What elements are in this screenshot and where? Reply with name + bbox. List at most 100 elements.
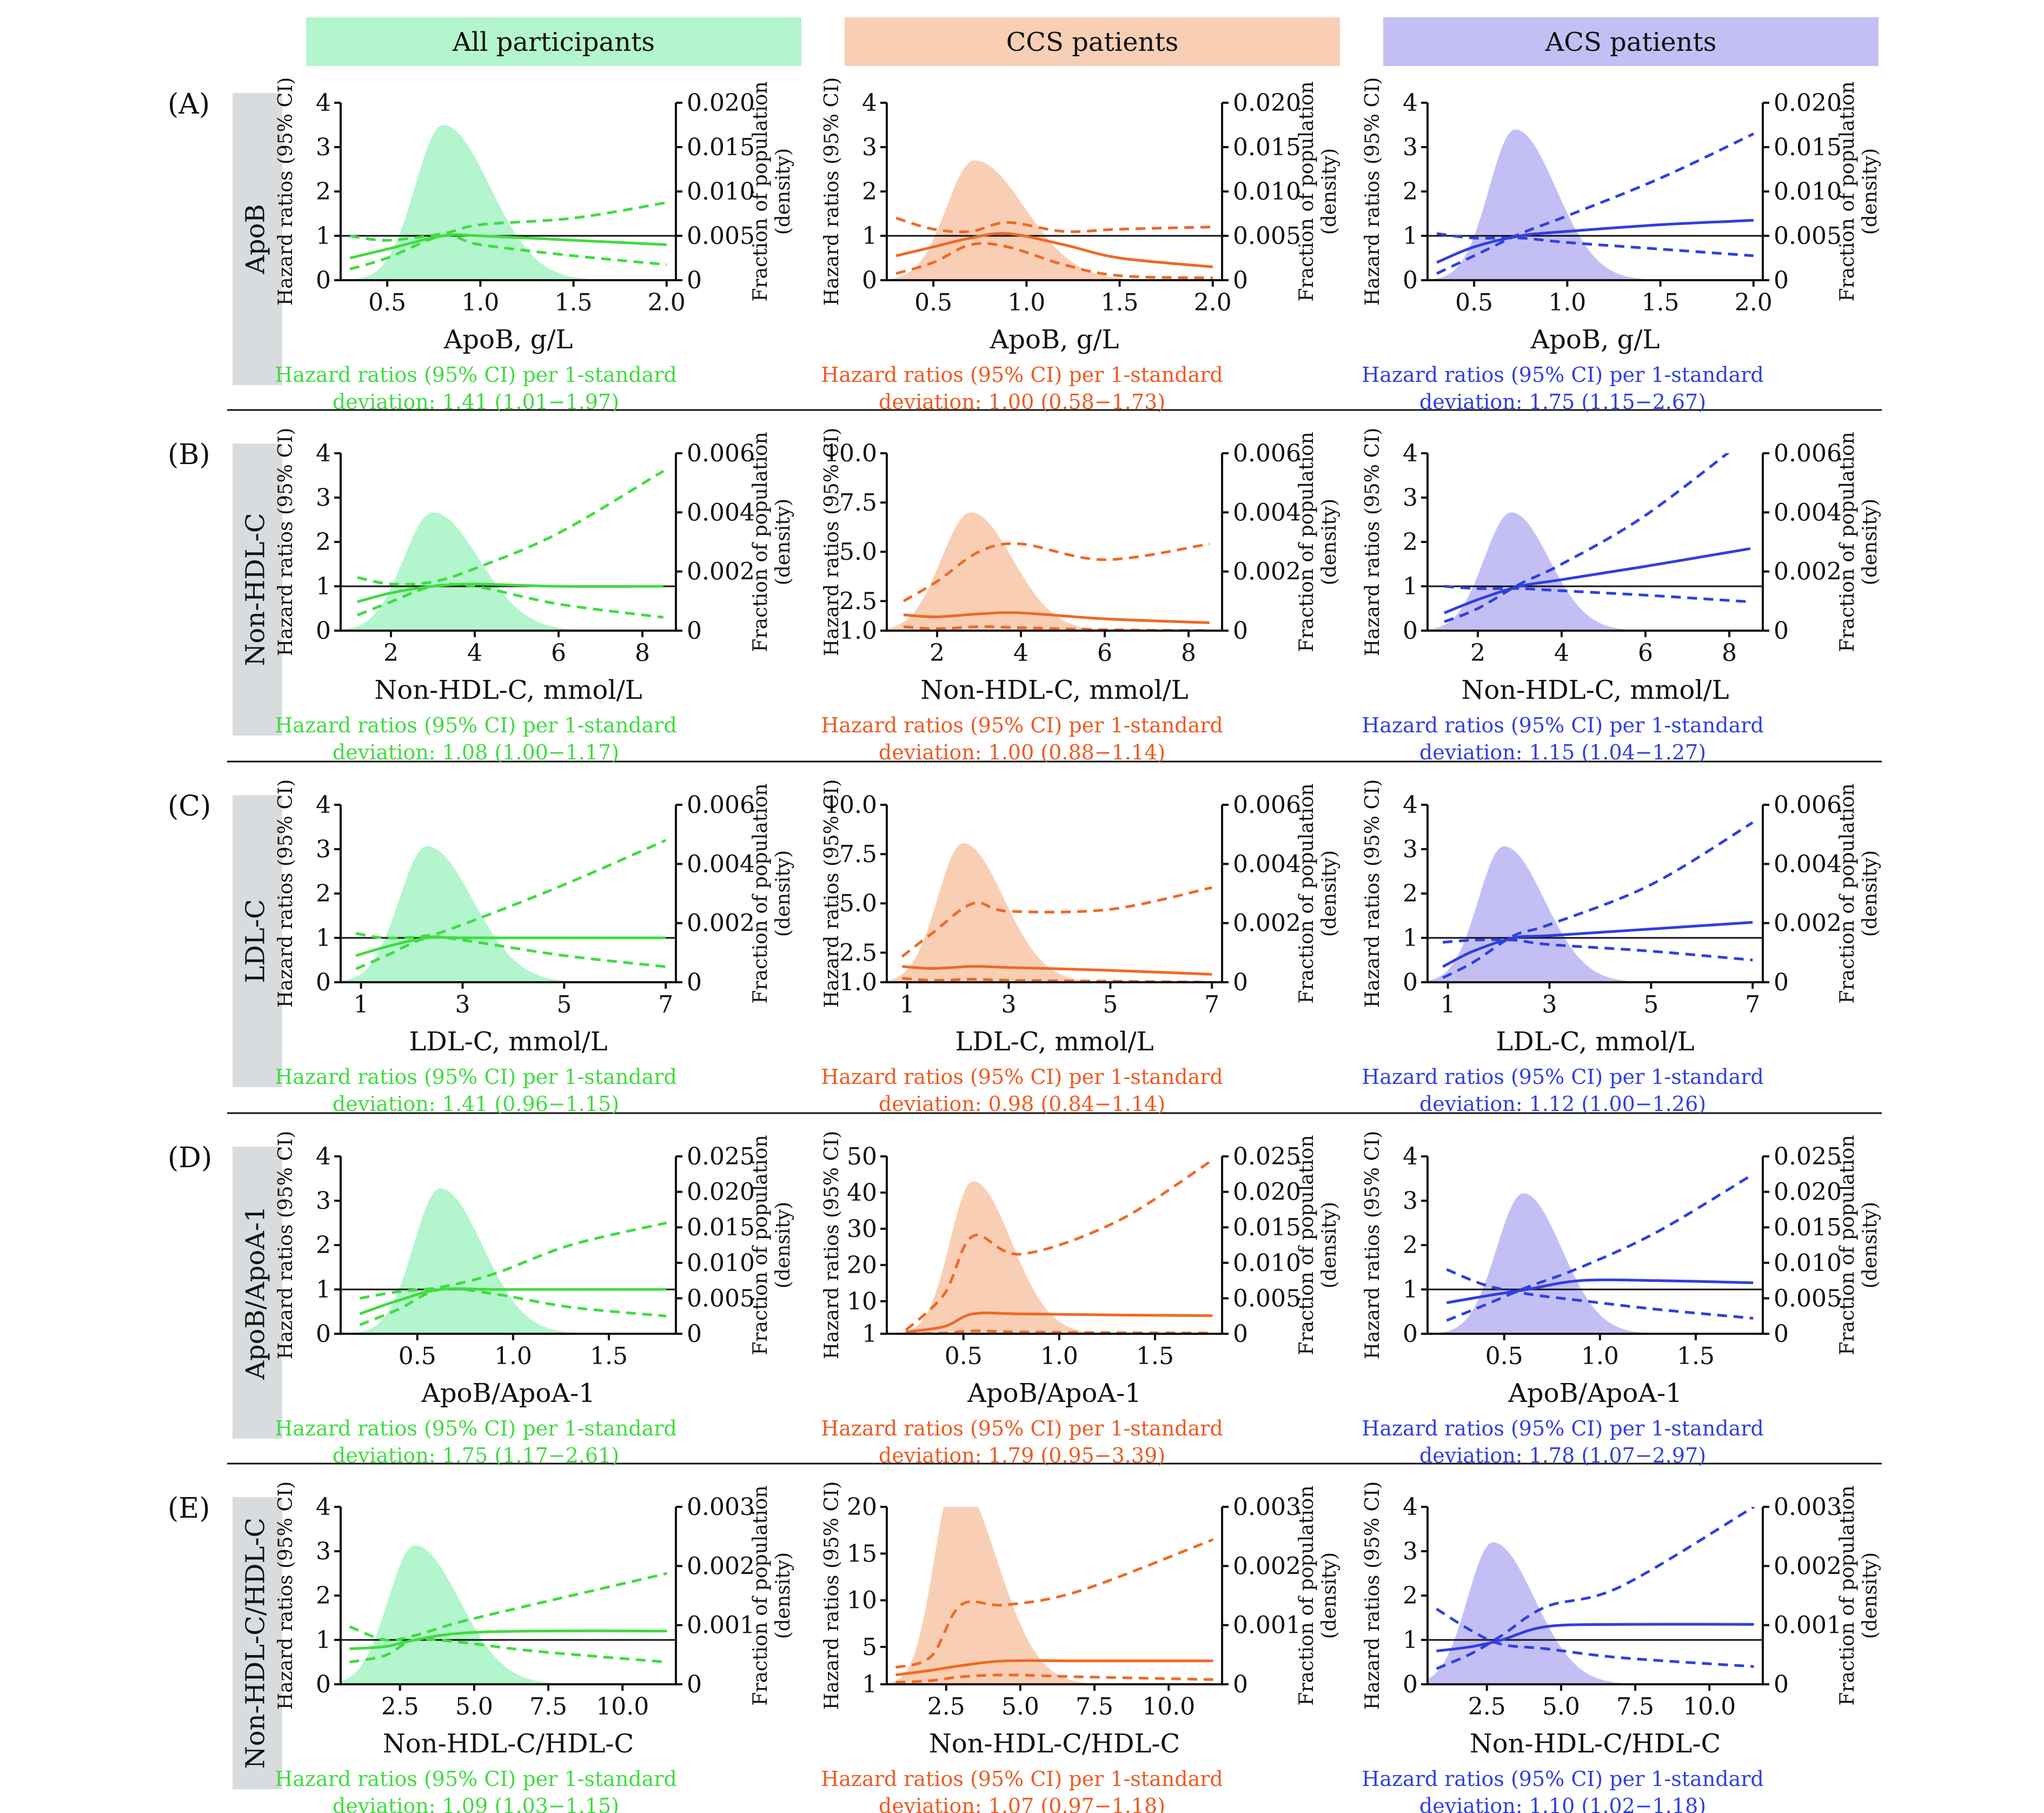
caption-line: Hazard ratios (95% CI) per 1-standard [1362, 363, 1764, 387]
y-tick-label: 1 [1403, 1276, 1418, 1303]
right-axis-label: Fraction of population [1836, 783, 1859, 1003]
y2-tick-label: 0.002 [687, 558, 755, 586]
right-axis-label-2: (density) [1318, 850, 1340, 937]
hr-line [906, 1311, 1213, 1334]
y-tick-label: 20 [847, 1493, 877, 1521]
x-tick-label: 1.5 [1677, 1342, 1715, 1370]
y-tick-label: 0 [316, 1320, 331, 1348]
y2-tick-label: 0.020 [1774, 89, 1842, 117]
column-header-1: CCS patients [845, 17, 1340, 66]
right-axis-label: Fraction of population [749, 783, 772, 1003]
y-tick-label: 2 [1403, 1582, 1418, 1610]
y2-tick-label: 0.025 [687, 1143, 755, 1170]
chart-E-2: 0 1 2 3 4 0 0.001 0.002 0.003 2.5 5.0 7.5 10.0 Non-HD… [1362, 1481, 1881, 1813]
x-tick-label: 2.0 [648, 289, 686, 316]
chart-B-1: 1.02.5 5.0 7.5 10.0 0 0.002 0.004 0.006 2 4 6 8 Non-… [821, 428, 1340, 764]
hr-line [1436, 219, 1754, 264]
density-area [1428, 1193, 1763, 1334]
y2-tick-label: 0.003 [687, 1493, 755, 1521]
x-tick-label: 2.0 [1735, 289, 1773, 316]
y2-tick-label: 0 [1233, 1320, 1248, 1348]
y2-tick-label: 0.015 [1233, 134, 1301, 161]
hr-line [355, 936, 666, 957]
x-tick-label: 1.0 [1007, 289, 1045, 316]
y-tick-label: 20 [847, 1252, 877, 1279]
y-tick-label: 2 [316, 880, 331, 908]
caption-line: Hazard ratios (95% CI) per 1-standard [275, 713, 677, 737]
x-tick-label: 0.5 [914, 289, 952, 316]
y-tick-label: 7.5 [839, 841, 877, 868]
y-tick-label: 0 [1403, 969, 1418, 996]
row-tag: (D) [168, 1142, 212, 1174]
x-tick-label: 1 [900, 991, 915, 1018]
caption-value: deviation: 0.98 (0.84−1.14) [879, 1092, 1165, 1116]
right-axis-label-2: (density) [1859, 850, 1881, 937]
caption-line: Hazard ratios (95% CI) per 1-standard [821, 1767, 1223, 1791]
y2-tick-label: 0.006 [1774, 791, 1842, 819]
upper-ci-line [357, 469, 665, 586]
x-tick-label: 10.0 [596, 1693, 649, 1721]
caption-value: deviation: 1.12 (1.00−1.26) [1419, 1092, 1706, 1116]
x-tick-label: 7.5 [1076, 1693, 1113, 1721]
y-tick-label: 4 [1403, 89, 1418, 117]
right-axis-label: Fraction of population [1836, 81, 1859, 301]
y-tick-label: 1 [316, 573, 331, 600]
density-area [887, 160, 1222, 280]
x-tick-label: 7 [658, 991, 673, 1018]
caption-value: deviation: 1.09 (1.03−1.15) [333, 1794, 619, 1813]
x-axis-label: ApoB/ApoA-1 [967, 1378, 1141, 1408]
density-area [1428, 1542, 1763, 1684]
density-area [341, 1545, 676, 1684]
y-tick-label: 4 [316, 1493, 331, 1521]
y2-tick-label: 0 [687, 1671, 702, 1698]
lower-ci-line [359, 1287, 667, 1326]
row-tag: (A) [168, 88, 210, 121]
row-title-box [233, 93, 282, 385]
column-header-bg [306, 17, 801, 66]
x-tick-label: 4 [1554, 639, 1569, 667]
lower-ci-line [895, 1673, 1213, 1684]
y2-tick-label: 0.010 [687, 178, 755, 206]
right-axis-label: Fraction of population [1836, 432, 1859, 652]
upper-ci-line [359, 1221, 667, 1300]
caption-value: deviation: 1.08 (1.00−1.17) [333, 740, 619, 764]
right-axis-label: Fraction of population [749, 1135, 772, 1355]
right-axis-label: Fraction of population [1836, 1135, 1859, 1355]
x-tick-label: 1.5 [590, 1342, 628, 1370]
y2-tick-label: 0.015 [687, 1214, 755, 1241]
caption-line: Hazard ratios (95% CI) per 1-standard [821, 1065, 1223, 1089]
y-tick-label: 0 [1403, 1671, 1418, 1698]
y2-tick-label: 0.005 [1774, 1285, 1842, 1312]
y-tick-label: 5.0 [839, 890, 877, 917]
density-area [1428, 846, 1763, 982]
hr-line [349, 233, 667, 260]
x-tick-label: 2.0 [1194, 289, 1232, 316]
upper-ci-line [349, 1572, 668, 1642]
y-tick-label: 4 [1403, 1493, 1418, 1521]
lower-ci-line [1443, 938, 1753, 962]
y2-tick-label: 0 [1774, 617, 1789, 645]
caption-line: Hazard ratios (95% CI) per 1-standard [1362, 713, 1764, 737]
chart-A-0: 0 1 2 3 4 0 0.005 0.010 0.015 0.020 0.5 1.0 1.5 2.0 Ap… [275, 77, 794, 414]
y-tick-label: 2 [1403, 880, 1418, 908]
right-axis-label: Fraction of population [749, 81, 772, 301]
caption-value: deviation: 1.41 (1.01−1.97) [333, 390, 619, 414]
x-tick-label: 0.5 [1485, 1342, 1523, 1370]
density-area [887, 1507, 1222, 1684]
y2-tick-label: 0.010 [1233, 1249, 1301, 1277]
caption-value: deviation: 1.00 (0.58−1.73) [879, 390, 1165, 414]
right-axis-label-2: (density) [1318, 148, 1340, 235]
y2-tick-label: 0.003 [1774, 1493, 1842, 1521]
y-tick-label: 30 [847, 1215, 877, 1243]
y-tick-label: 1 [316, 1626, 331, 1654]
y-tick-label: 1 [1403, 924, 1418, 952]
column-header-2: ACS patients [1383, 17, 1879, 66]
chart-A-2: 0 1 2 3 4 0 0.005 0.010 0.015 0.020 0.5 1.0 1.5 2.0 Ap… [1362, 77, 1881, 414]
x-tick-label: 1 [354, 991, 369, 1018]
y-tick-label: 0 [316, 267, 331, 294]
row-label-apob-apoa-1: (D) ApoB/ApoA-1 [168, 1142, 282, 1439]
y2-tick-label: 0.020 [1774, 1179, 1842, 1206]
x-axis-label: ApoB/ApoA-1 [1508, 1378, 1682, 1408]
y-tick-label: 1 [316, 924, 331, 952]
